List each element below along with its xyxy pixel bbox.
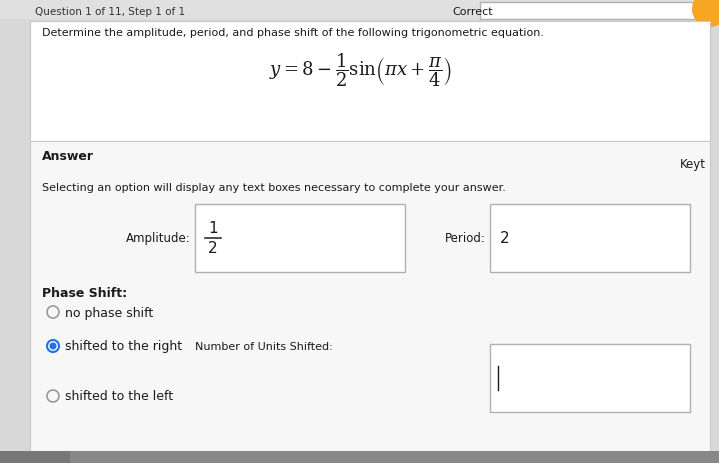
Text: no phase shift: no phase shift: [65, 306, 153, 319]
Circle shape: [47, 307, 59, 319]
Text: Correct: Correct: [452, 7, 493, 17]
Text: Keyt: Keyt: [680, 158, 706, 171]
Text: shifted to the left: shifted to the left: [65, 390, 173, 403]
Text: Determine the amplitude, period, and phase shift of the following trigonometric : Determine the amplitude, period, and pha…: [42, 28, 544, 38]
FancyBboxPatch shape: [195, 205, 405, 272]
FancyBboxPatch shape: [490, 344, 690, 412]
Text: Selecting an option will display any text boxes necessary to complete your answe: Selecting an option will display any tex…: [42, 182, 506, 193]
FancyBboxPatch shape: [480, 3, 695, 20]
Text: 2: 2: [209, 241, 218, 256]
Text: Number of Units Shifted:: Number of Units Shifted:: [195, 341, 333, 351]
FancyBboxPatch shape: [0, 0, 719, 20]
Text: Amplitude:: Amplitude:: [127, 232, 191, 245]
Circle shape: [692, 0, 719, 28]
Text: Answer: Answer: [42, 150, 94, 163]
Text: 2: 2: [500, 231, 510, 246]
Circle shape: [47, 390, 59, 402]
FancyBboxPatch shape: [490, 205, 690, 272]
Text: $y = 8 - \dfrac{1}{2}\sin\!\left(\pi x + \dfrac{\pi}{4}\right)$: $y = 8 - \dfrac{1}{2}\sin\!\left(\pi x +…: [269, 51, 452, 88]
FancyBboxPatch shape: [0, 451, 719, 463]
FancyBboxPatch shape: [30, 22, 710, 142]
FancyBboxPatch shape: [30, 142, 710, 451]
Text: 1: 1: [209, 221, 218, 236]
Text: Question 1 of 11, Step 1 of 1: Question 1 of 11, Step 1 of 1: [35, 7, 185, 17]
Text: Period:: Period:: [445, 232, 486, 245]
FancyBboxPatch shape: [0, 451, 70, 463]
Text: shifted to the right: shifted to the right: [65, 340, 182, 353]
Text: Phase Shift:: Phase Shift:: [42, 287, 127, 300]
Circle shape: [50, 343, 57, 350]
Circle shape: [47, 340, 59, 352]
